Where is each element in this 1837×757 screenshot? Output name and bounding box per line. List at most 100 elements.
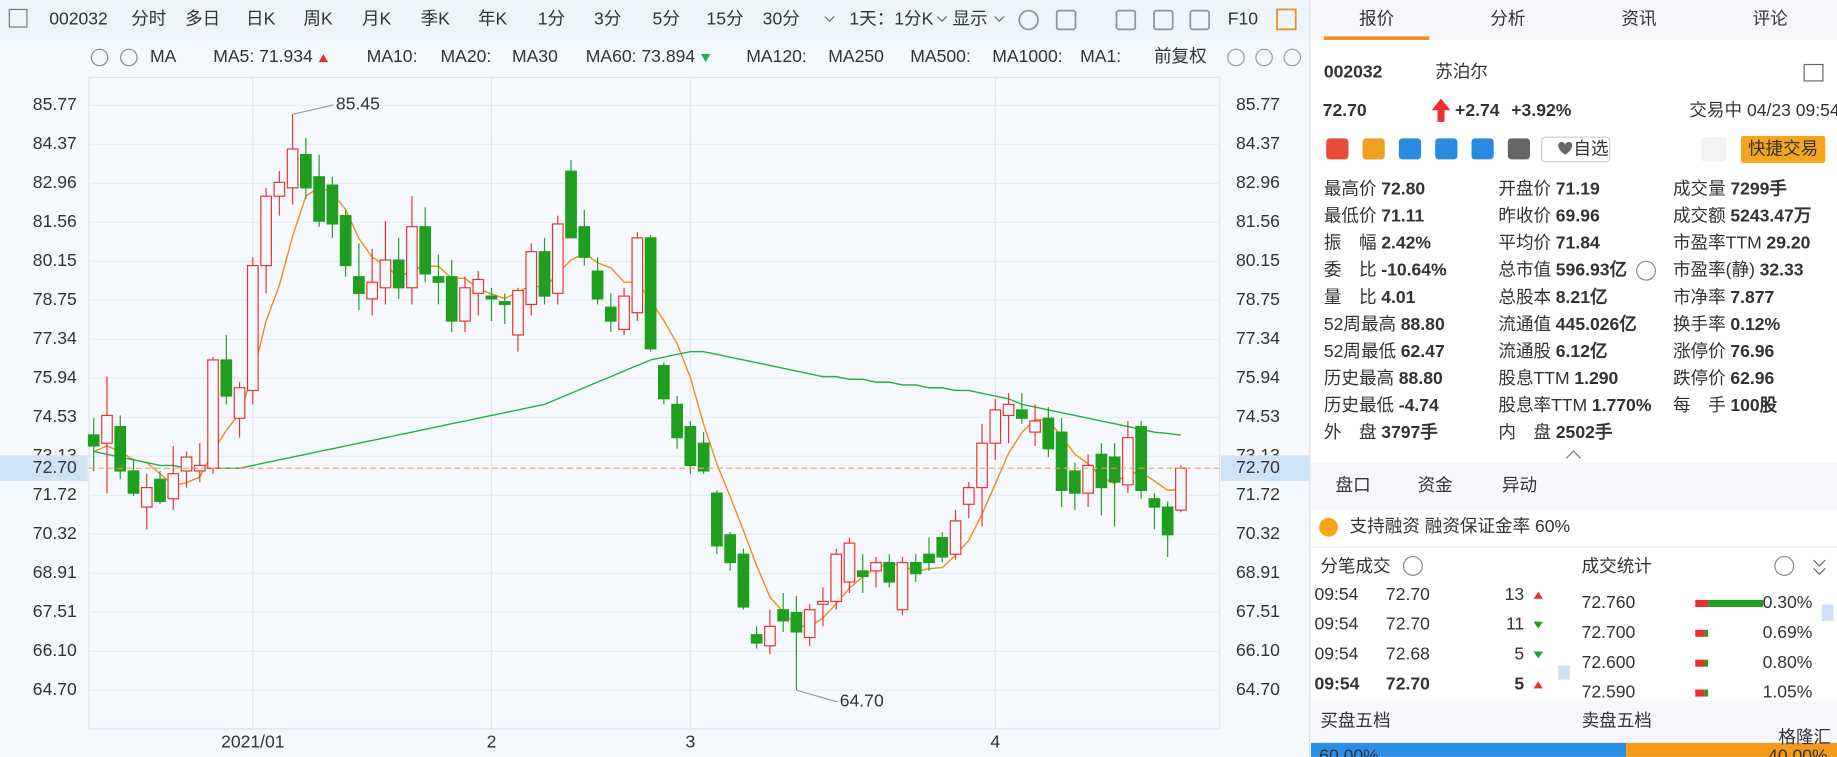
stat-value: 88.80 xyxy=(1399,368,1443,388)
help-icon[interactable] xyxy=(1402,555,1423,576)
trade-volume: 5 xyxy=(1514,674,1524,694)
trade-label: 快捷交易 xyxy=(1748,139,1818,159)
period-tab[interactable]: 多日 xyxy=(185,9,220,29)
period-tab[interactable]: 3分 xyxy=(594,9,621,29)
panel-toggle[interactable] xyxy=(1276,8,1297,31)
stat-label: 量 比 xyxy=(1324,287,1377,307)
subtab[interactable]: 资金 xyxy=(1418,475,1454,495)
period-tab[interactable]: 季K xyxy=(421,9,451,29)
sidebar-icon[interactable] xyxy=(8,8,28,28)
candle-body xyxy=(140,487,153,508)
candle-body xyxy=(326,184,339,225)
level-bar xyxy=(1695,659,1705,667)
subtab[interactable]: 盘口 xyxy=(1336,475,1371,495)
stat-value: 69.96 xyxy=(1556,206,1600,226)
dropdown[interactable] xyxy=(824,16,835,23)
panel-tab[interactable]: 资讯 xyxy=(1621,9,1656,29)
ma-close[interactable] xyxy=(120,48,138,67)
trade-volume: 13 xyxy=(1505,584,1525,604)
fullscreen-icon[interactable] xyxy=(1189,9,1210,31)
adjust-select[interactable]: 前复权 xyxy=(1154,46,1207,66)
stat-label: 内 盘 xyxy=(1498,422,1551,442)
feature-icon[interactable] xyxy=(1398,138,1422,160)
book-title: 买盘五档 xyxy=(1320,710,1390,730)
trade-button[interactable] xyxy=(1740,135,1826,163)
ma-settings[interactable] xyxy=(90,48,109,67)
period-tab[interactable]: 30分 xyxy=(763,9,800,29)
ma-label: MA1: xyxy=(1080,46,1121,66)
period-select[interactable]: 1天：1分K xyxy=(849,9,933,29)
settings-icon[interactable] xyxy=(1018,9,1039,31)
dropdown[interactable] xyxy=(936,16,948,23)
candle-body xyxy=(777,609,790,622)
stat-label: 历史最低 xyxy=(1324,395,1394,415)
panel-tab[interactable]: 评论 xyxy=(1753,9,1789,29)
period-tab[interactable]: 日K xyxy=(246,9,276,29)
stat-label: 外 盘 xyxy=(1324,422,1377,442)
candle-body xyxy=(525,251,538,306)
camera-icon[interactable] xyxy=(1115,9,1137,31)
candle-body xyxy=(1175,467,1187,511)
layout-icon[interactable] xyxy=(1803,63,1824,82)
period-tab[interactable]: 15分 xyxy=(706,9,743,29)
candle-body xyxy=(1148,498,1161,508)
level-price: 72.590 xyxy=(1582,682,1636,702)
more-dots[interactable] xyxy=(1774,555,1795,576)
sell-ratio-bar xyxy=(1626,742,1837,757)
more-dots[interactable] xyxy=(1636,260,1656,281)
f10-button[interactable]: F10 xyxy=(1228,9,1258,29)
candle-body xyxy=(618,295,630,331)
period-tab[interactable]: 1分 xyxy=(538,9,565,29)
y-tick-label-right: 82.96 xyxy=(1236,172,1280,192)
subtab[interactable]: 异动 xyxy=(1502,475,1537,495)
stat-value: 71.19 xyxy=(1556,179,1600,199)
feature-icon[interactable] xyxy=(1326,138,1349,160)
y-tick-label-right: 77.34 xyxy=(1236,328,1280,348)
level-price: 72.600 xyxy=(1582,652,1636,672)
watch-label: 自选 xyxy=(1573,139,1608,159)
period-tab[interactable]: 月K xyxy=(362,9,392,29)
trade-price: 72.70 xyxy=(1386,584,1430,604)
feature-icon[interactable] xyxy=(1362,138,1385,160)
pen-icon[interactable] xyxy=(1153,9,1174,31)
panel-tab[interactable]: 报价 xyxy=(1359,9,1395,29)
y-tick-label-right: 64.70 xyxy=(1236,679,1280,699)
zoom-control[interactable] xyxy=(1255,48,1273,67)
y-tick-label: 75.94 xyxy=(33,367,77,387)
zoom-control[interactable] xyxy=(1227,48,1245,67)
zoom-control[interactable] xyxy=(1283,48,1302,67)
level-bar xyxy=(1695,599,1709,607)
annotation: 64.70 xyxy=(840,691,884,711)
stat-label: 总股本 xyxy=(1498,287,1551,307)
period-tab[interactable]: 5分 xyxy=(653,9,680,29)
tab-underline xyxy=(1323,36,1430,40)
candle-body xyxy=(207,359,219,469)
period-tab[interactable]: 分时 xyxy=(131,9,166,29)
feature-icon[interactable] xyxy=(1435,138,1458,160)
dropdown[interactable] xyxy=(994,16,1005,23)
collapse-icon[interactable] xyxy=(1813,559,1826,575)
y-tick-label: 67.51 xyxy=(33,601,77,621)
stat-value: 2.42% xyxy=(1381,233,1431,253)
feature-icon[interactable] xyxy=(1471,138,1494,160)
box-icon[interactable] xyxy=(1055,9,1077,31)
stat-value: 445.026亿 xyxy=(1556,314,1637,334)
period-tab[interactable]: 周K xyxy=(303,9,333,29)
panel-tab[interactable]: 分析 xyxy=(1490,9,1525,29)
quote-pct: +3.92% xyxy=(1511,100,1571,120)
candle-body xyxy=(1002,403,1015,417)
more-icon[interactable] xyxy=(1565,450,1581,459)
level-bar xyxy=(1704,629,1709,637)
candle-body xyxy=(459,287,471,322)
y-tick-label: 85.77 xyxy=(33,94,77,114)
display-menu[interactable]: 显示 xyxy=(952,9,987,29)
scroll-thumb xyxy=(1558,665,1570,680)
candle-body xyxy=(856,570,869,578)
feature-icon[interactable] xyxy=(1507,138,1531,160)
candle-body xyxy=(737,553,750,608)
watch-button[interactable] xyxy=(1541,136,1611,163)
period-tab[interactable]: 年K xyxy=(478,9,508,29)
candle-body xyxy=(273,181,286,197)
alert-button[interactable] xyxy=(1701,137,1727,162)
level-bar xyxy=(1708,599,1764,607)
